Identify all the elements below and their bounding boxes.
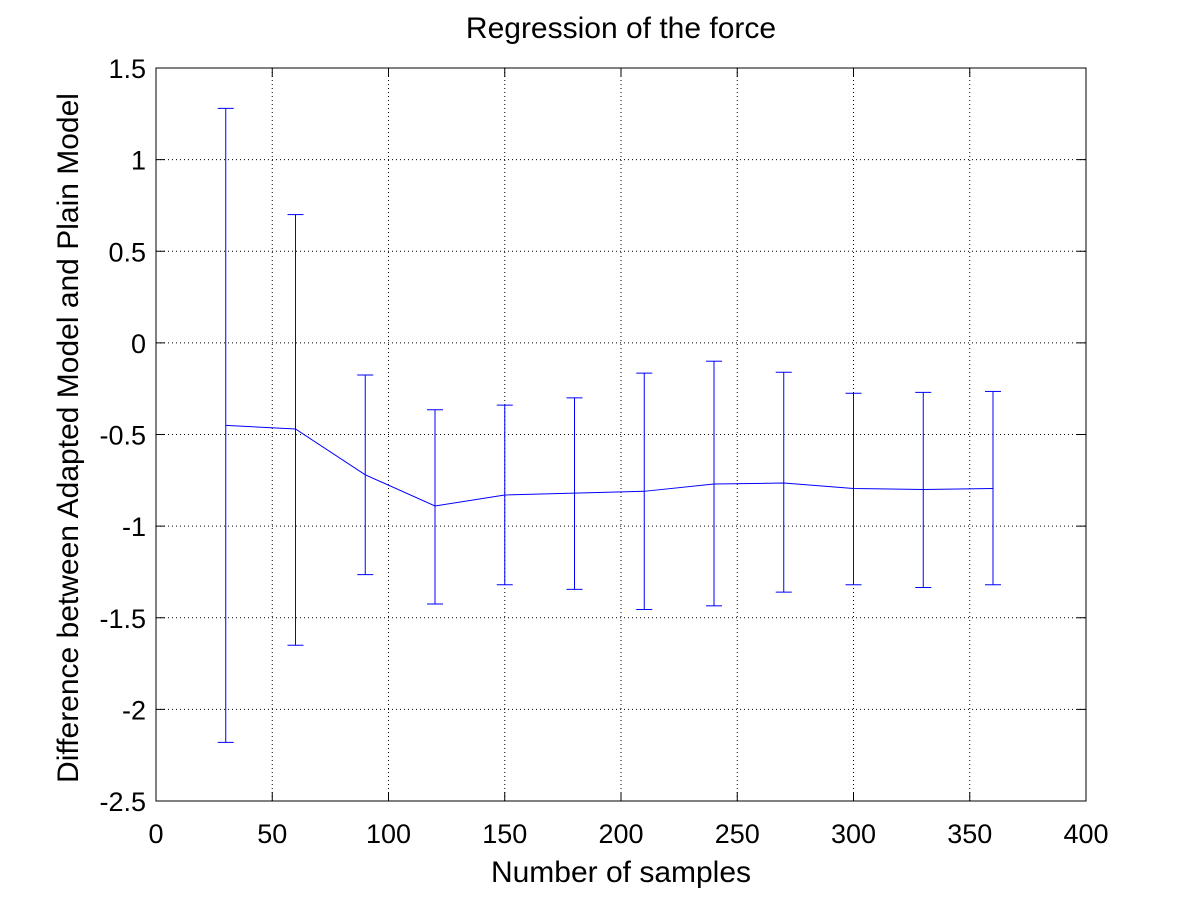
x-tick-label: 350 [947,819,992,849]
x-tick-label: 400 [1063,819,1108,849]
y-tick-label: -2.5 [99,787,146,817]
y-tick-label: 0 [131,329,146,359]
series-line [225,424,994,507]
y-tick-label: 1 [131,146,146,176]
x-tick-label: 50 [257,819,287,849]
x-tick-label: 0 [148,819,163,849]
x-tick-label: 200 [598,819,643,849]
y-tick-label: -1 [122,512,146,542]
y-tick-label: -0.5 [99,421,146,451]
series-layer [217,107,1001,743]
x-tick-label: 300 [831,819,876,849]
x-tick-label: 250 [715,819,760,849]
x-tick-label: 150 [482,819,527,849]
y-tick-label: 0.5 [108,237,146,267]
y-tick-labels: -2.5 -2 -1.5 -1 -0.5 0 0.5 1 1.5 [99,54,146,817]
x-axis-label: Number of samples [491,856,751,889]
y-axis-label: Difference between Adapted Model and Pla… [52,93,85,783]
grid [156,68,1086,801]
x-tick-label: 100 [366,819,411,849]
chart-title: Regression of the force [466,12,776,45]
y-tick-label: -2 [122,695,146,725]
y-tick-label: -1.5 [99,604,146,634]
y-tick-label: 1.5 [108,54,146,84]
ticks [155,67,1087,802]
x-tick-labels: 0 50 100 150 200 250 300 350 400 [148,819,1108,849]
